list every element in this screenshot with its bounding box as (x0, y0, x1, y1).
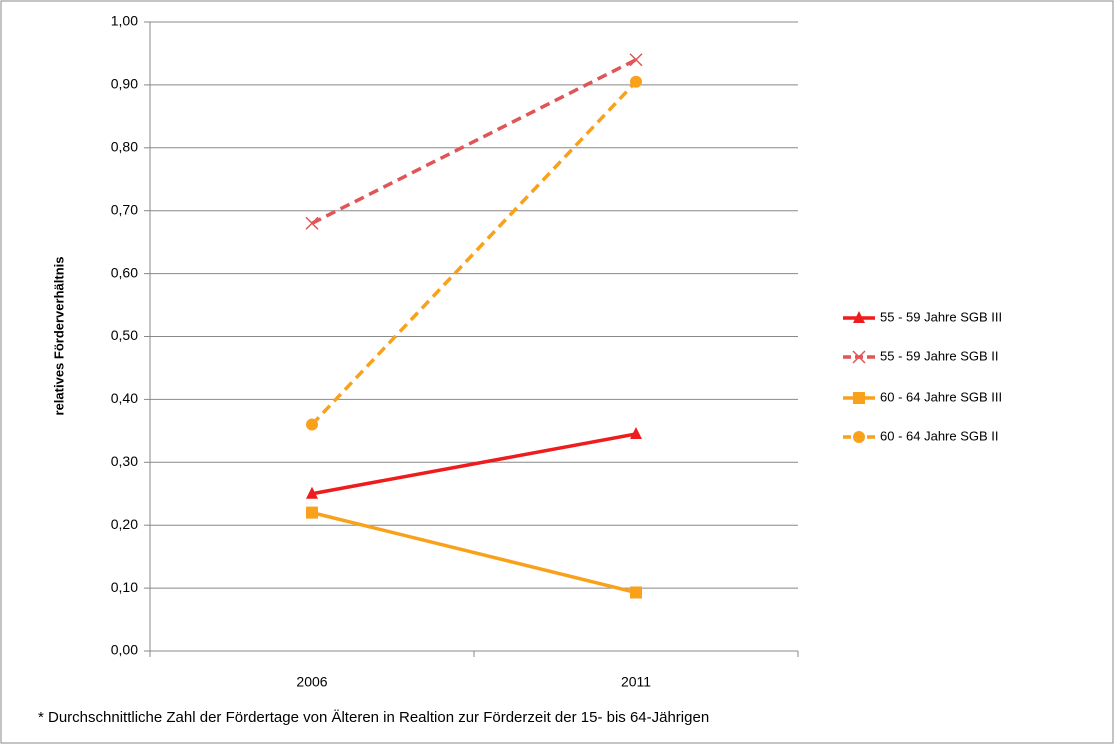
marker (306, 418, 318, 431)
y-tick-label: 0,90 (111, 76, 138, 92)
marker (306, 486, 318, 499)
footnote: * Durchschnittliche Zahl der Fördertage … (38, 709, 709, 726)
x-tick-label: 2011 (621, 674, 651, 690)
y-axis-title: relatives Förderverhältnis (51, 257, 66, 416)
legend-marker (853, 431, 865, 443)
legend-label: 55 - 59 Jahre SGB II (880, 348, 999, 363)
legend-label: 55 - 59 Jahre SGB III (880, 309, 1002, 324)
y-tick-label: 0,40 (111, 390, 138, 406)
y-tick-label: 0,30 (111, 453, 138, 469)
series-line (311, 432, 637, 496)
marker (630, 586, 642, 599)
y-tick-label: 0,10 (111, 579, 138, 595)
series-line (311, 510, 637, 595)
y-tick-label: 0,60 (111, 264, 138, 280)
legend-label: 60 - 64 Jahre SGB III (880, 389, 1002, 404)
marker (630, 75, 642, 88)
y-tick-label: 0,70 (111, 201, 138, 217)
legend-marker (852, 350, 866, 364)
x-tick-label: 2006 (296, 674, 327, 690)
series-line (311, 58, 637, 225)
y-tick-label: 0,50 (111, 327, 138, 343)
y-tick-label: 0,20 (111, 516, 138, 532)
marker (629, 53, 643, 67)
legend-label: 60 - 64 Jahre SGB II (880, 428, 999, 443)
series-line (310, 80, 638, 426)
legend-marker (853, 311, 865, 323)
y-tick-label: 0,80 (111, 139, 138, 155)
marker (305, 216, 319, 230)
y-tick-label: 0,00 (111, 642, 138, 658)
marker (306, 506, 318, 519)
marker (630, 426, 642, 439)
legend-marker (853, 392, 865, 404)
y-tick-label: 1,00 (111, 13, 138, 29)
